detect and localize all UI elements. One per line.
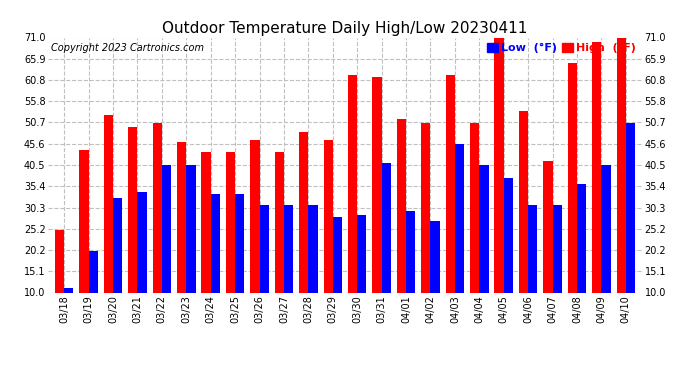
Bar [528,205,538,334]
Bar [568,63,577,334]
Bar [519,111,528,334]
Bar [88,251,98,334]
Bar [348,75,357,334]
Bar [152,123,162,334]
Bar [592,42,602,334]
Text: Copyright 2023 Cartronics.com: Copyright 2023 Cartronics.com [51,43,204,52]
Bar [299,132,308,334]
Bar [617,38,626,334]
Bar [382,163,391,334]
Bar [553,205,562,334]
Bar [162,165,171,334]
Bar [421,123,431,334]
Bar [177,142,186,334]
Bar [431,221,440,334]
Title: Outdoor Temperature Daily High/Low 20230411: Outdoor Temperature Daily High/Low 20230… [162,21,528,36]
Bar [397,119,406,334]
Bar [406,211,415,334]
Bar [308,205,317,334]
Bar [226,153,235,334]
Bar [446,75,455,334]
Bar [55,230,64,334]
Bar [577,184,586,334]
Bar [284,205,293,334]
Bar [79,150,88,334]
Legend: Low  (°F), High  (°F): Low (°F), High (°F) [487,43,636,53]
Bar [259,205,269,334]
Bar [275,153,284,334]
Bar [128,128,137,334]
Bar [504,177,513,334]
Bar [210,194,220,334]
Bar [455,144,464,334]
Bar [104,115,113,334]
Bar [64,288,73,334]
Bar [113,198,122,334]
Bar [201,153,210,334]
Bar [470,123,480,334]
Bar [543,161,553,334]
Bar [357,215,366,334]
Bar [495,38,504,334]
Bar [333,217,342,334]
Bar [626,123,635,334]
Bar [324,140,333,334]
Bar [480,165,489,334]
Bar [602,165,611,334]
Bar [137,192,147,334]
Bar [373,77,382,334]
Bar [235,194,244,334]
Bar [186,165,195,334]
Bar [250,140,259,334]
